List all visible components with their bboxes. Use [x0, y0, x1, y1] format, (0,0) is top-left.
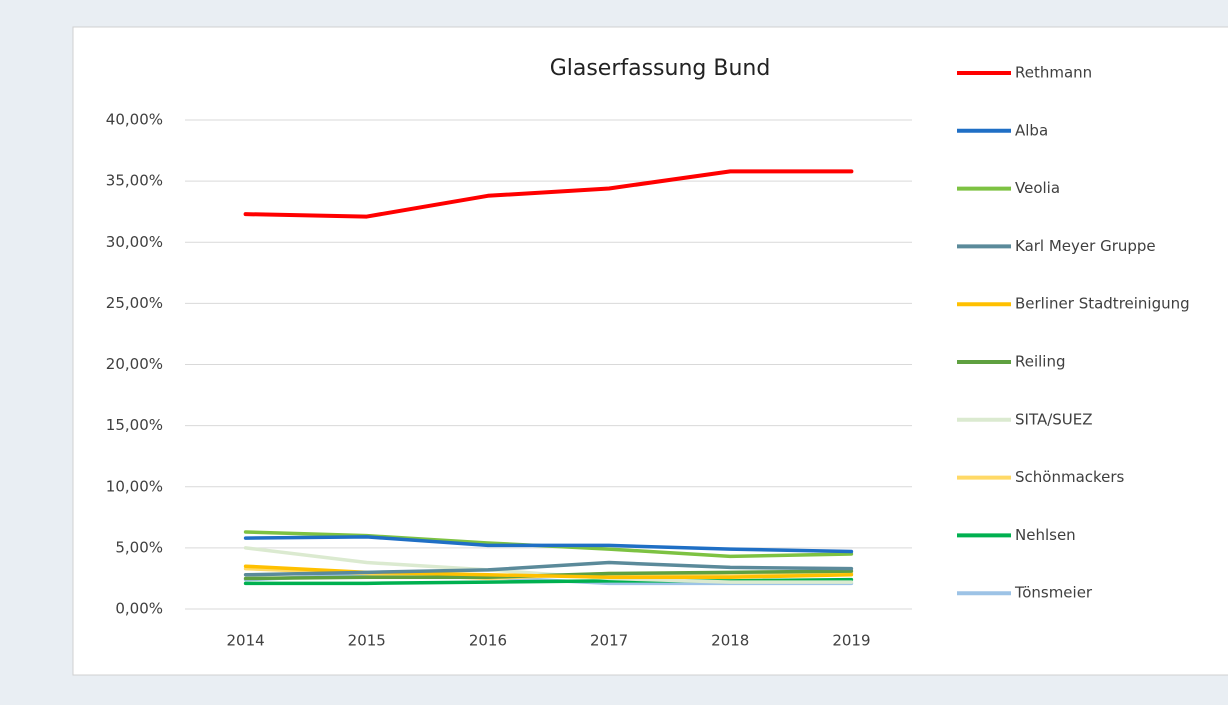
legend-label: Karl Meyer Gruppe	[1015, 237, 1156, 255]
legend-label: Veolia	[1015, 179, 1060, 197]
legend-label: Berliner Stadtreinigung	[1015, 295, 1190, 313]
x-tick-label: 2019	[832, 632, 870, 650]
x-tick-label: 2014	[226, 632, 264, 650]
chart-title: Glaserfassung Bund	[550, 56, 771, 81]
x-tick-label: 2018	[711, 632, 749, 650]
y-tick-label: 40,00%	[106, 111, 163, 129]
x-tick-label: 2015	[348, 632, 386, 650]
series-line	[243, 169, 854, 219]
series-line	[243, 560, 854, 577]
x-tick-label: 2017	[590, 632, 628, 650]
legend-label: Alba	[1015, 121, 1048, 139]
y-tick-label: 0,00%	[115, 600, 163, 618]
y-tick-label: 35,00%	[106, 172, 163, 190]
legend-label: Nehlsen	[1015, 526, 1076, 544]
legend-label: Rethmann	[1015, 64, 1092, 82]
legend-label: Tönsmeier	[1014, 584, 1093, 602]
legend-label: Reiling	[1015, 353, 1066, 371]
y-tick-label: 15,00%	[106, 416, 163, 434]
y-tick-label: 20,00%	[106, 355, 163, 373]
series-line	[243, 535, 854, 554]
y-tick-label: 30,00%	[106, 233, 163, 251]
x-tick-label: 2016	[469, 632, 507, 650]
legend-label: Schönmackers	[1015, 468, 1125, 486]
y-tick-label: 10,00%	[106, 477, 163, 495]
y-tick-label: 5,00%	[115, 538, 163, 556]
legend-label: SITA/SUEZ	[1015, 410, 1093, 428]
y-tick-label: 25,00%	[106, 294, 163, 312]
